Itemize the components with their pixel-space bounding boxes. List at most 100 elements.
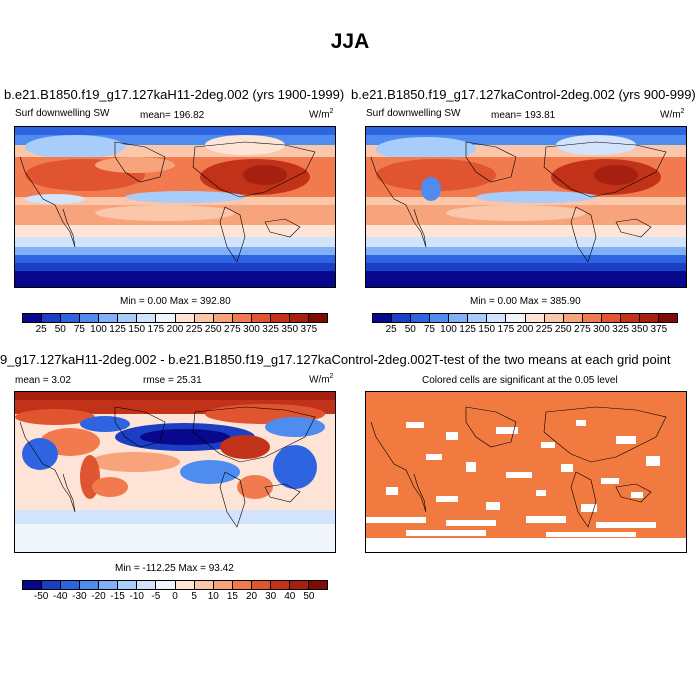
colorbar-swatch	[156, 581, 176, 589]
colorbar-swatch	[544, 314, 564, 322]
colorbar-ticks-top-left: 25 50 75 100 125 150 175 200 225 250 275 300 325 350 3…	[22, 324, 328, 335]
colorbar-tick-label: 275	[574, 324, 591, 335]
colorbar-tick-label: -50	[33, 591, 49, 602]
colorbar-tick-label: 25	[35, 324, 47, 335]
colorbar-swatch	[118, 314, 138, 322]
colorbar-swatch	[411, 314, 431, 322]
colorbar-swatch	[289, 314, 309, 322]
colorbar-swatch	[156, 314, 176, 322]
colorbar-swatch	[289, 581, 309, 589]
colorbar-tick-label: -40	[53, 591, 68, 602]
colorbar-swatch	[525, 314, 545, 322]
colorbar-tick-label: 100	[440, 324, 457, 335]
minmax-bottom-left: Min = -112.25 Max = 93.42	[115, 563, 234, 574]
colorbar-swatch	[232, 581, 252, 589]
colorbar-tick-label: 175	[497, 324, 515, 335]
panel-title-bottom-right: T-test of the two means at each grid poi…	[432, 352, 671, 367]
colorbar-swatch	[251, 314, 271, 322]
colorbar-tick-label: 50	[303, 591, 315, 602]
colorbar-tick-label: -10	[129, 591, 144, 602]
colorbar-swatch	[61, 314, 81, 322]
colorbar-tick-label: 25	[385, 324, 397, 335]
map-top-left-svg	[15, 127, 335, 287]
colorbar-swatch	[468, 314, 488, 322]
mean-label-top-right: mean= 193.81	[491, 110, 556, 121]
colorbar-swatch	[61, 581, 81, 589]
colorbar-swatch	[506, 314, 526, 322]
colorbar-ticks-top-right: 25 50 75 100 125 150 175 200 225 250 275 300 325 350 3…	[372, 324, 678, 335]
colorbar-swatch	[213, 314, 233, 322]
colorbar-tick-label: -5	[151, 591, 161, 602]
colorbar-swatch	[232, 314, 252, 322]
colorbar-swatch	[42, 581, 62, 589]
colorbar-swatch	[582, 314, 602, 322]
colorbar-tick-label: 350	[631, 324, 649, 335]
figure-title: JJA	[330, 30, 370, 53]
colorbar-tick-label: 10	[207, 591, 219, 602]
colorbar-tick-label: 275	[224, 324, 241, 335]
map-bottom-left-svg	[15, 392, 335, 552]
colorbar-tick-label: 50	[54, 324, 66, 335]
colorbar-tick-label: 250	[554, 324, 572, 335]
mean-label-bottom-left: mean = 3.02	[15, 375, 71, 386]
colorbar-tick-label: 75	[73, 324, 85, 335]
colorbar-swatch	[137, 314, 157, 322]
colorbar-swatch	[270, 314, 290, 322]
minmax-top-left: Min = 0.00 Max = 392.80	[120, 296, 231, 307]
colorbar-swatch	[23, 581, 43, 589]
panel-title-top-right: b.e21.B1850.f19_g17.127kaControl-2deg.00…	[351, 87, 696, 102]
colorbar-tick-label: 375	[650, 324, 668, 335]
colorbar-tick-label: 225	[535, 324, 553, 335]
colorbar-swatch	[23, 314, 43, 322]
colorbar-swatch	[620, 314, 640, 322]
colorbar-swatch	[308, 581, 327, 589]
map-bottom-right-svg	[366, 392, 686, 552]
colorbar-tick-label: -20	[91, 591, 106, 602]
colorbar-tick-label: 20	[245, 591, 258, 602]
colorbar-tick-label: 225	[185, 324, 203, 335]
map-top-right	[365, 126, 687, 288]
colorbar-tick-label: 350	[281, 324, 299, 335]
colorbar-swatch	[80, 581, 100, 589]
panel-subtitle-bottom-right: Colored cells are significant at the 0.0…	[422, 375, 618, 386]
units-label-top-left: W/m2	[309, 108, 334, 121]
colorbar-tick-label: 175	[147, 324, 165, 335]
rmse-label-bottom-left: rmse = 25.31	[143, 375, 202, 386]
colorbar-swatch	[99, 314, 119, 322]
map-bottom-left	[14, 391, 336, 553]
colorbar-top-right	[372, 313, 678, 323]
colorbar-tick-label: 40	[284, 591, 296, 602]
colorbar-tick-label: 75	[423, 324, 435, 335]
map-bottom-right	[365, 391, 687, 553]
colorbar-tick-label: 50	[404, 324, 416, 335]
colorbar-tick-label: 150	[478, 324, 496, 335]
colorbar-tick-label: -15	[110, 591, 125, 602]
colorbar-swatch	[118, 581, 138, 589]
colorbar-swatch	[213, 581, 233, 589]
colorbar-swatch	[563, 314, 583, 322]
units-label-bottom-left: W/m2	[309, 373, 334, 386]
colorbar-swatch	[270, 581, 290, 589]
colorbar-swatch	[373, 314, 393, 322]
variable-label-top-right: Surf downwelling SW	[366, 108, 461, 119]
colorbar-swatch	[601, 314, 621, 322]
minmax-top-right: Min = 0.00 Max = 385.90	[470, 296, 581, 307]
colorbar-swatch	[392, 314, 412, 322]
colorbar-tick-label: 300	[593, 324, 610, 335]
variable-label-top-left: Surf downwelling SW	[15, 108, 110, 119]
map-top-right-svg	[366, 127, 686, 287]
colorbar-tick-label: 5	[191, 591, 197, 602]
colorbar-swatch	[137, 581, 157, 589]
colorbar-bottom-left	[22, 580, 328, 590]
colorbar-swatch	[487, 314, 507, 322]
colorbar-tick-label: 325	[612, 324, 629, 335]
map-top-left	[14, 126, 336, 288]
colorbar-swatch	[308, 314, 327, 322]
colorbar-tick-label: 15	[226, 591, 238, 602]
colorbar-ticks-bottom-left: -50 -40 -30 -20 -15 -10 -5 0 5 10 15 20 30 40 50	[22, 591, 328, 602]
colorbar-tick-label: 125	[459, 324, 476, 335]
colorbar-tick-label: 150	[128, 324, 146, 335]
colorbar-top-left	[22, 313, 328, 323]
colorbar-swatch	[175, 581, 195, 589]
panel-title-bottom-left: 9_g17.127kaH11-2deg.002 - b.e21.B1850.f1…	[0, 352, 432, 367]
